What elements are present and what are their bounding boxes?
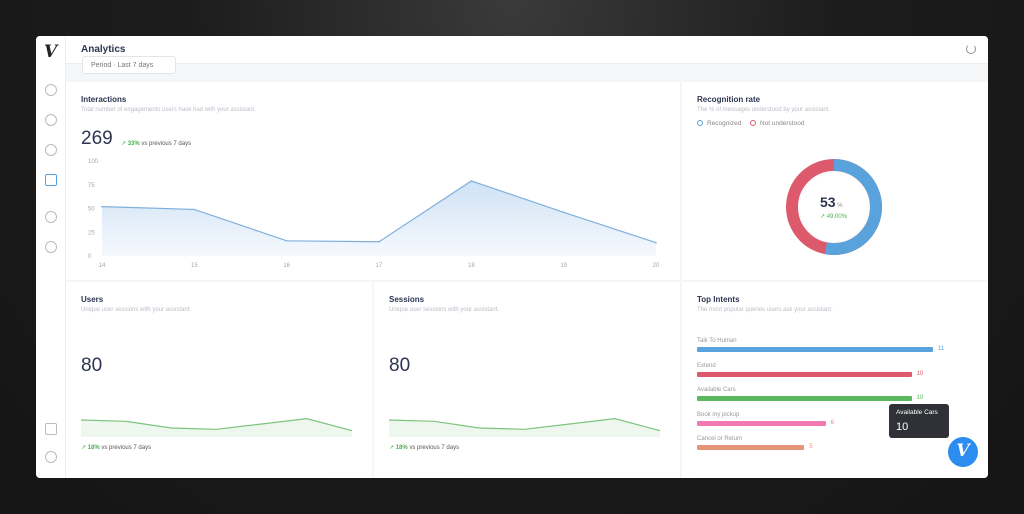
intent-bar[interactable] [697, 347, 933, 352]
y-tick-label: 100 [88, 159, 99, 165]
refresh-icon[interactable] [966, 44, 976, 54]
spark-line [389, 418, 661, 432]
card-subtitle: The % of messages understood by your ass… [697, 107, 831, 113]
chat-icon[interactable] [45, 144, 57, 156]
data-point[interactable] [562, 211, 565, 214]
intent-bar[interactable] [697, 396, 912, 401]
intent-bar[interactable] [697, 420, 826, 426]
intent-value: 5 [809, 444, 813, 450]
intent-label: Book my pickup [697, 411, 740, 418]
interactions-card: Interactions Total number of engagements… [66, 82, 680, 280]
data-point[interactable] [378, 240, 380, 243]
legend-recognized: Recognized [697, 120, 741, 127]
header: Analytics [66, 36, 988, 64]
top-intents-card: Top Intents The most popular queries use… [682, 282, 988, 478]
period-select[interactable]: Period · Last 7 days [82, 56, 176, 74]
intent-value: 10 [916, 395, 924, 401]
intent-label: Extend [697, 362, 716, 369]
interactions-total: 269 [81, 128, 113, 149]
data-point[interactable] [655, 241, 657, 244]
page-title: Analytics [81, 44, 126, 55]
card-title: Interactions [81, 95, 127, 104]
intent-value: 10 [916, 370, 924, 377]
users-card: Users Unique user sessions with your ass… [66, 282, 372, 478]
sessions-delta: ↗ 18% vs previous 7 days [389, 445, 460, 451]
x-tick-label: 19 [560, 263, 567, 269]
analytics-icon[interactable] [45, 174, 57, 186]
intent-value: 11 [938, 346, 945, 352]
card-title: Recognition rate [697, 95, 761, 104]
data-point[interactable] [193, 208, 196, 211]
y-tick-label: 50 [88, 207, 95, 213]
legend-not-understood: Not understood [750, 120, 804, 127]
data-point[interactable] [470, 180, 473, 182]
interactions-delta: ↗ 33% vs previous 7 days [121, 141, 192, 147]
settings-icon[interactable] [45, 241, 57, 253]
intent-bar[interactable] [697, 445, 805, 450]
network-icon[interactable] [45, 211, 57, 223]
spark-line [81, 418, 353, 432]
x-tick-label: 17 [376, 263, 383, 269]
tooltip: Available Cars 10 [889, 404, 949, 438]
sessions-sparkline [389, 418, 661, 437]
app-window: V Analytics Period · Last 7 days Interac… [36, 36, 988, 478]
sessions-total: 80 [389, 355, 411, 376]
sidebar: V [36, 36, 66, 478]
y-tick-label: 75 [88, 183, 95, 189]
x-tick-label: 16 [283, 263, 290, 269]
area-fill [102, 180, 656, 256]
card-subtitle: Unique user sessions with your assistant… [81, 307, 192, 313]
data-point[interactable] [101, 205, 103, 208]
card-title: Sessions [389, 295, 425, 304]
donut-center [798, 171, 870, 243]
language-icon[interactable] [45, 423, 57, 435]
card-subtitle: Unique user sessions with your assistant… [389, 307, 500, 313]
intent-label: Cancel or Return [697, 436, 743, 442]
assistant-chat-button[interactable]: V [948, 437, 978, 467]
recognition-delta: ↗ 49.00% [820, 214, 848, 220]
recognition-card: Recognition rate The % of messages under… [682, 82, 988, 280]
intent-bar[interactable] [697, 371, 912, 377]
data-point[interactable] [285, 240, 288, 242]
card-title: Users [81, 295, 104, 304]
spark-fill [389, 418, 660, 437]
card-subtitle: The most popular queries users ask your … [697, 307, 833, 313]
y-tick-label: 25 [88, 230, 95, 236]
layers-icon[interactable] [45, 84, 57, 96]
users-total: 80 [81, 355, 103, 376]
recognition-value: 53 % [820, 194, 843, 210]
x-tick-label: 18 [468, 263, 475, 269]
intent-value: 6 [830, 419, 835, 426]
interactions-chart: 0 25 50 75 100 14 15 16 17 18 19 20 [88, 159, 660, 269]
users-delta: ↗ 18% vs previous 7 days [81, 445, 152, 451]
y-tick-label: 0 [88, 254, 92, 260]
recognition-donut [786, 159, 882, 255]
card-title: Top Intents [697, 295, 740, 304]
slice-recognized[interactable] [786, 159, 882, 255]
x-tick-label: 15 [191, 263, 198, 269]
x-tick-label: 14 [99, 263, 106, 269]
spark-fill [81, 418, 352, 437]
intent-label: Available Cars [697, 387, 736, 393]
globe-icon[interactable] [45, 114, 57, 126]
sessions-card: Sessions Unique user sessions with your … [374, 282, 680, 478]
x-tick-label: 20 [653, 263, 660, 269]
card-subtitle: Total number of engagements users have h… [81, 107, 256, 113]
intent-label: Talk To Human [697, 338, 737, 344]
logo: V [44, 42, 58, 62]
info-icon[interactable] [45, 451, 57, 463]
users-sparkline [81, 418, 353, 437]
